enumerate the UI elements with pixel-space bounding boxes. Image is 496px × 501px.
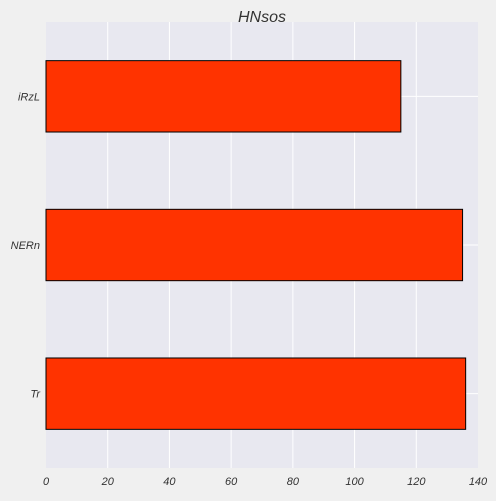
x-tick-label: 20 <box>101 476 115 488</box>
x-tick-label: 120 <box>407 476 426 488</box>
y-tick-label: iRzL <box>18 91 40 103</box>
x-tick-label: 0 <box>43 476 50 488</box>
bar-Tr <box>45 357 467 430</box>
y-tick-label: Tr <box>30 389 41 401</box>
x-tick-label: 40 <box>163 476 176 488</box>
y-axis-ticks: iRzL NERn Tr <box>11 91 42 400</box>
x-tick-label: 140 <box>469 476 488 488</box>
x-tick-label: 60 <box>225 476 238 488</box>
bar-NERn <box>45 208 464 282</box>
y-tick-label: NERn <box>11 240 40 252</box>
bars <box>45 60 467 430</box>
x-tick-label: 80 <box>287 476 300 488</box>
x-tick-label: 100 <box>345 476 364 488</box>
chart-title: HNsos <box>238 9 286 26</box>
x-axis-ticks: 0 20 40 60 80 100 120 140 <box>43 476 488 488</box>
bar-iRzL <box>45 60 402 133</box>
